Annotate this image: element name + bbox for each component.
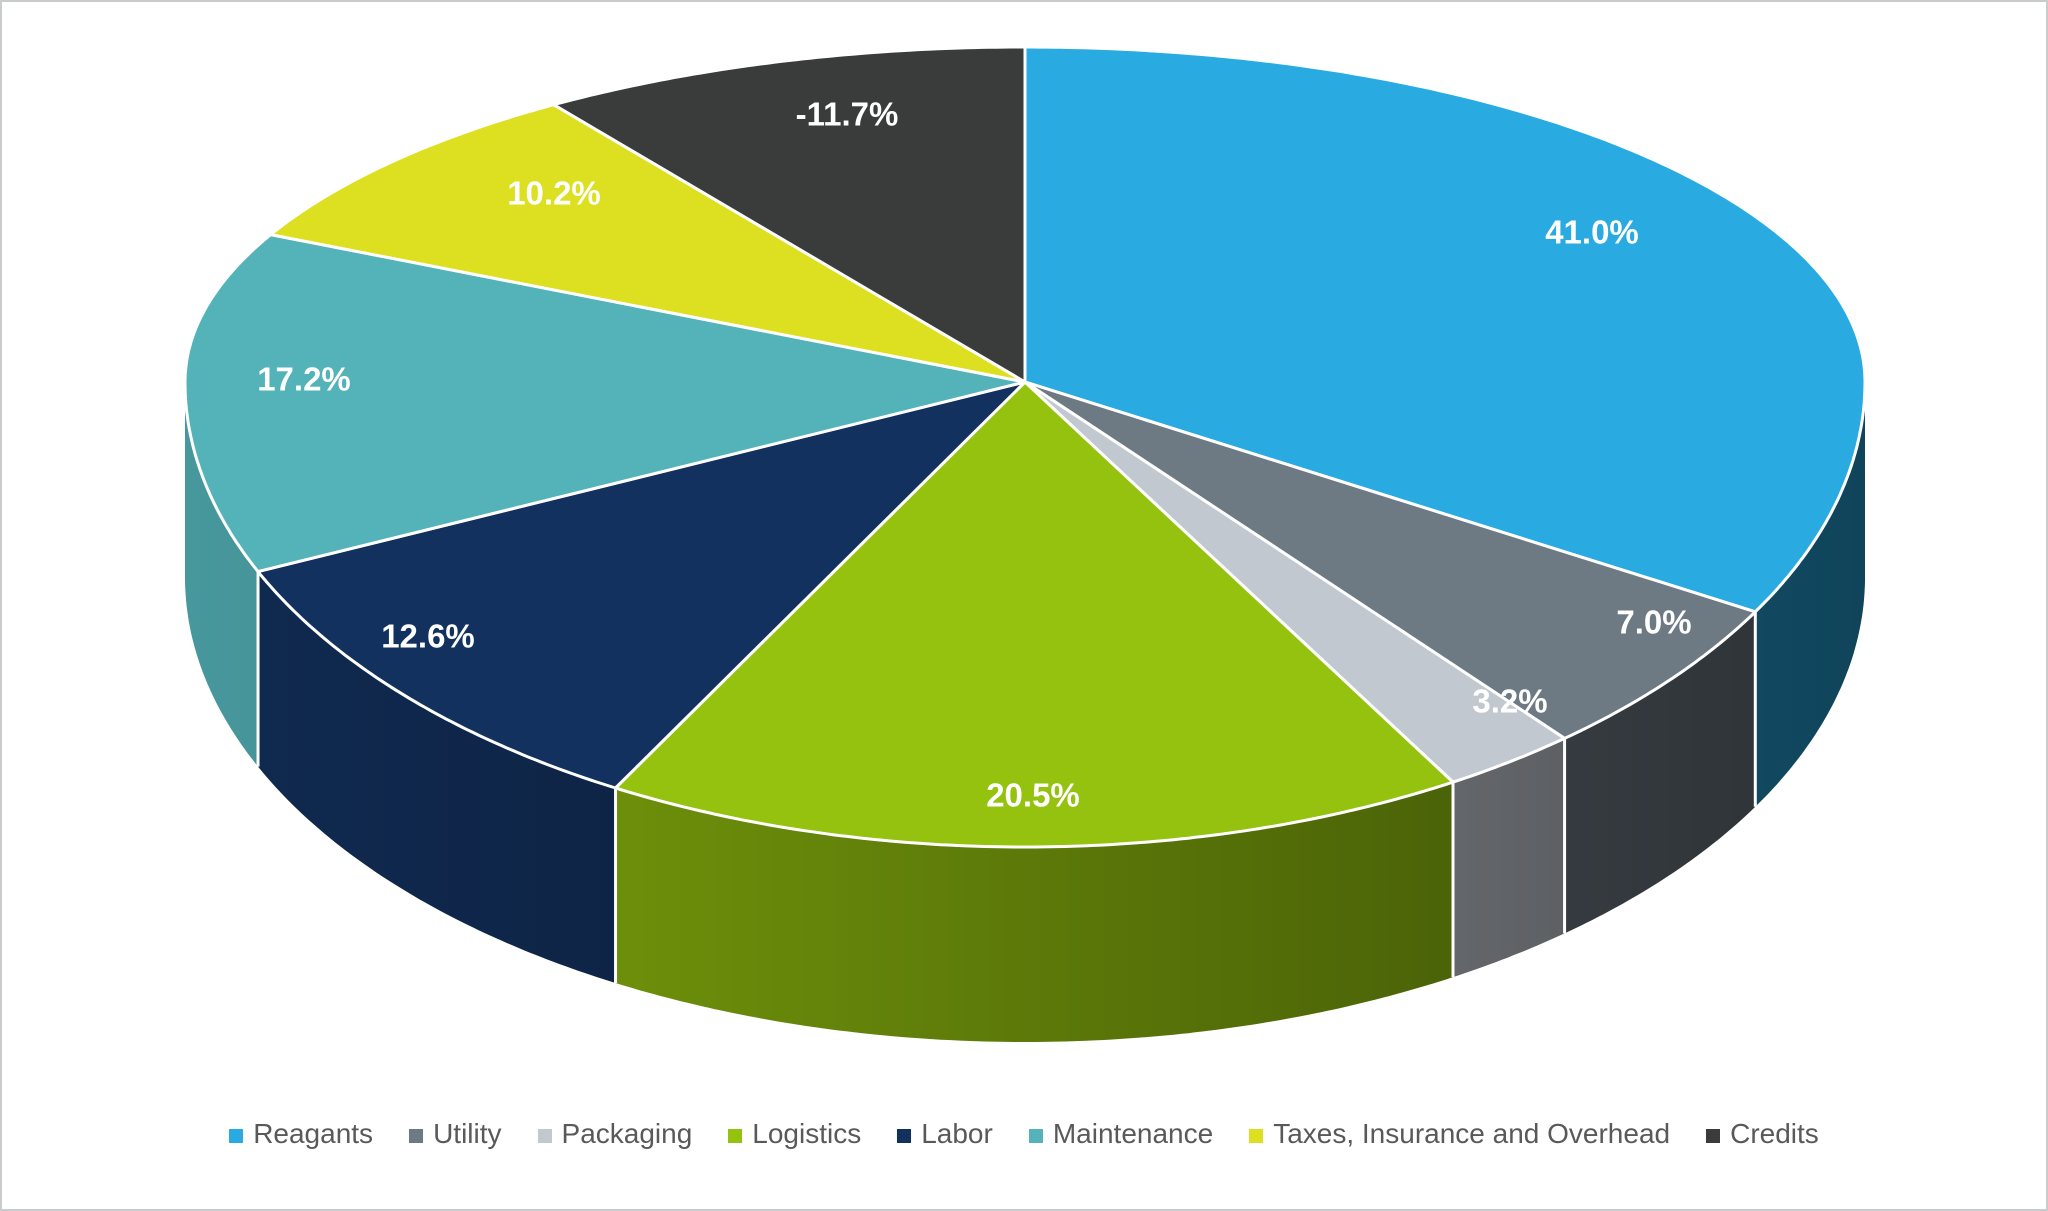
pie-chart: 41.0% 7.0% 3.2% 20.5% 12.6% 17.2% 10.2% -11.7% bbox=[183, 45, 1867, 1042]
slice-percentage-label: 12.6% bbox=[381, 618, 475, 655]
legend-item-credits[interactable]: Credits bbox=[1706, 1118, 1819, 1150]
legend-item-taxes-insurance-and-overhead[interactable]: Taxes, Insurance and Overhead bbox=[1249, 1118, 1670, 1150]
legend-item-maintenance[interactable]: Maintenance bbox=[1028, 1118, 1214, 1150]
legend-item-packaging[interactable]: Packaging bbox=[537, 1118, 693, 1150]
legend-swatch bbox=[537, 1128, 552, 1143]
pie-slice-packaging[interactable] bbox=[1023, 380, 1567, 784]
chart-legend: Reagants Utility Packaging Logistics Labor Ma… bbox=[2, 1118, 2046, 1150]
pie-slice-reagants[interactable] bbox=[1023, 45, 1867, 614]
pie-slice-side-maintenance bbox=[185, 382, 258, 767]
slice-percentage-label: 3.2% bbox=[1472, 683, 1547, 720]
slice-percentage-label: -11.7% bbox=[796, 96, 899, 133]
legend-item-reagants[interactable]: Reagants bbox=[229, 1118, 373, 1150]
legend-item-labor[interactable]: Labor bbox=[897, 1118, 993, 1150]
pie-slice-labor[interactable] bbox=[256, 380, 1027, 790]
slice-percentage-label: 17.2% bbox=[257, 361, 351, 398]
slice-percentage-label: 41.0% bbox=[1545, 214, 1639, 251]
legend-label: Packaging bbox=[561, 1118, 693, 1149]
pie-slice-logistics[interactable] bbox=[614, 380, 1455, 849]
pie-slice-maintenance[interactable] bbox=[183, 233, 1027, 574]
legend-swatch bbox=[1249, 1128, 1264, 1143]
pie-slice-side-utility bbox=[1564, 611, 1756, 934]
legend-item-logistics[interactable]: Logistics bbox=[728, 1118, 861, 1150]
slice-percentage-label: 10.2% bbox=[507, 175, 601, 212]
legend-swatch bbox=[1706, 1128, 1721, 1143]
legend-swatch bbox=[1028, 1128, 1043, 1143]
legend-label: Logistics bbox=[752, 1118, 862, 1149]
legend-swatch bbox=[728, 1128, 743, 1143]
pie-slice-side-labor bbox=[258, 571, 616, 983]
legend-label: Credits bbox=[1730, 1118, 1819, 1149]
pie-slice-side-reagants bbox=[1755, 382, 1865, 807]
legend-swatch bbox=[897, 1128, 912, 1143]
legend-item-utility[interactable]: Utility bbox=[409, 1118, 502, 1150]
pie-slice-side-logistics bbox=[615, 782, 1453, 1042]
legend-swatch bbox=[409, 1128, 424, 1143]
legend-label: Maintenance bbox=[1052, 1118, 1214, 1149]
slice-percentage-label: 20.5% bbox=[986, 777, 1080, 814]
slice-percentage-label: 7.0% bbox=[1616, 604, 1691, 641]
pie-slice-credits[interactable] bbox=[552, 45, 1027, 384]
pie-slice-utility[interactable] bbox=[1023, 380, 1757, 740]
legend-label: Taxes, Insurance and Overhead bbox=[1273, 1118, 1671, 1149]
legend-label: Reagants bbox=[253, 1118, 374, 1149]
pie-slice-taxes-insurance-and-overhead[interactable] bbox=[269, 103, 1027, 384]
legend-swatch bbox=[229, 1128, 244, 1143]
legend-label: Labor bbox=[921, 1118, 993, 1149]
legend-label: Utility bbox=[433, 1118, 502, 1149]
pie-slice-side-packaging bbox=[1453, 738, 1565, 978]
